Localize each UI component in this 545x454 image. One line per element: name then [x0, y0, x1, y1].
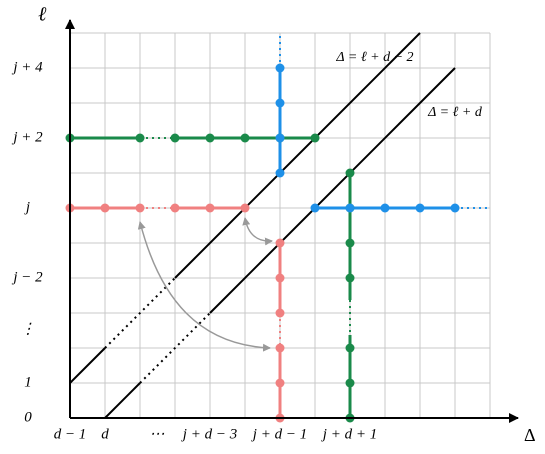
y-tick-label: j + 4	[11, 59, 43, 75]
y-tick-label: j − 2	[11, 269, 43, 285]
dot	[135, 133, 145, 143]
x-tick-label: ⋯	[150, 426, 165, 442]
x-axis-label: Δ	[524, 425, 536, 445]
x-tick-label: j + d + 1	[321, 426, 377, 442]
y-tick-label: j	[24, 199, 30, 215]
line-label: Δ = ℓ + d − 2	[335, 50, 413, 65]
dot	[275, 273, 285, 283]
dot	[275, 378, 285, 388]
y-tick-label: j + 2	[11, 129, 43, 145]
x-tick-label: d − 1	[54, 426, 87, 442]
y-axis-label: ℓ	[38, 4, 47, 26]
dot	[345, 238, 355, 248]
dot	[240, 203, 250, 213]
dot	[380, 203, 390, 213]
dot	[275, 343, 285, 353]
y-tick-label: ⋮	[21, 321, 36, 337]
dot	[310, 133, 320, 143]
dot	[345, 343, 355, 353]
dot	[205, 133, 215, 143]
dot	[170, 203, 180, 213]
dot	[275, 308, 285, 318]
dot	[240, 133, 250, 143]
x-tick-label: d	[101, 426, 109, 442]
x-tick-label: j + d − 3	[181, 426, 237, 442]
dot	[275, 238, 285, 248]
dot	[275, 63, 285, 73]
dot	[345, 378, 355, 388]
dot	[170, 133, 180, 143]
dot	[415, 203, 425, 213]
y-tick-label: 1	[24, 374, 32, 390]
dot	[345, 273, 355, 283]
arrows	[137, 217, 273, 352]
dot	[310, 203, 320, 213]
line-label: Δ = ℓ + d	[427, 105, 483, 120]
dot	[450, 203, 460, 213]
dot	[100, 203, 110, 213]
dot	[275, 133, 285, 143]
dot	[345, 203, 355, 213]
dot	[135, 203, 145, 213]
diagonals	[69, 32, 456, 419]
dot	[345, 168, 355, 178]
y-tick-label: 0	[24, 409, 32, 425]
x-tick-label: j + d − 1	[251, 426, 307, 442]
dot	[275, 98, 285, 108]
dot	[205, 203, 215, 213]
dots	[65, 63, 460, 423]
dot	[275, 168, 285, 178]
